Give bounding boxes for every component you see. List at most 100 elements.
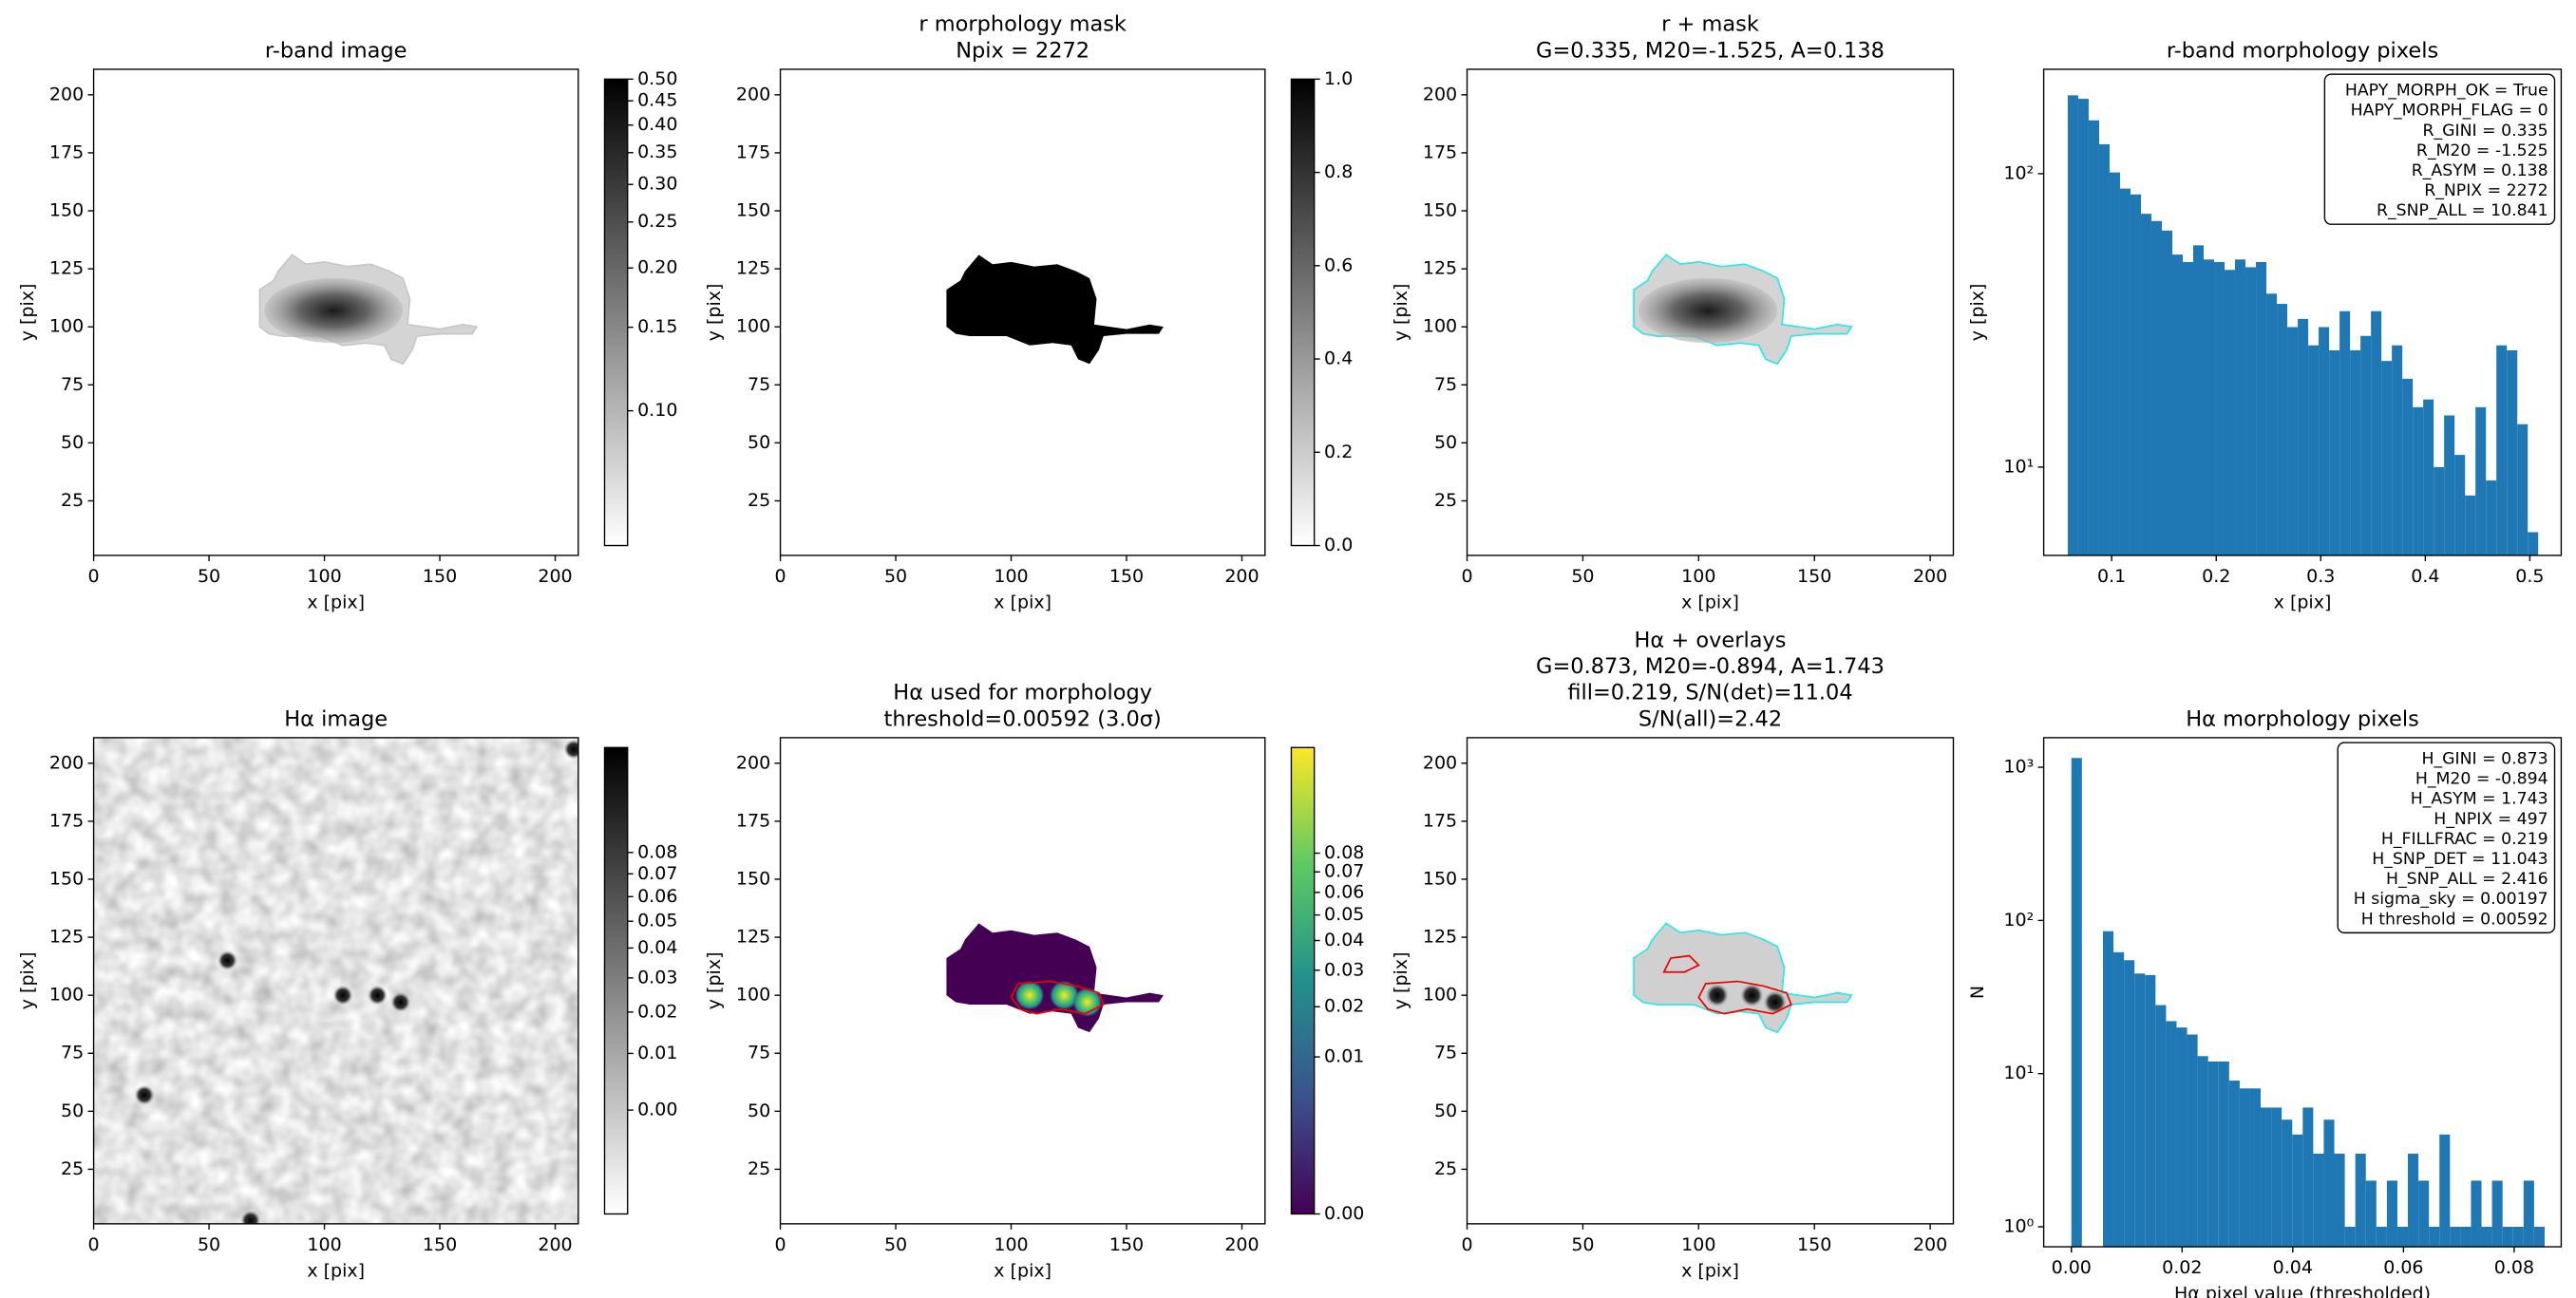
bar (2423, 399, 2434, 555)
threshold-contour (1697, 980, 1792, 1015)
bar (2145, 974, 2156, 1248)
x-tick-label: 100 (307, 566, 341, 587)
bar (2225, 270, 2236, 555)
bar (2207, 1061, 2219, 1248)
x-axis-label: Hα pixel value (thresholded) (2174, 1284, 2431, 1298)
annotation-line: H_SNP_ALL = 2.416 (2386, 870, 2548, 889)
annotation-line: H_ASYM = 1.743 (2411, 790, 2548, 809)
y-tick-label: 175 (1423, 810, 1457, 831)
bar (2302, 1107, 2314, 1248)
bar (2187, 1034, 2198, 1248)
bar (2486, 480, 2497, 555)
annotation-line: H_NPIX = 497 (2434, 810, 2548, 829)
annotation-line: R_ASYM = 0.138 (2412, 161, 2548, 180)
bar (2528, 532, 2539, 555)
y-tick-label: 10⁰ (2003, 1215, 2034, 1236)
bar (2197, 1056, 2208, 1248)
bar (2218, 1061, 2229, 1248)
y-tick-label: 10² (2003, 162, 2034, 183)
x-tick-label: 0 (1461, 1234, 1472, 1255)
bar (2481, 1226, 2492, 1248)
colorbar-tick-label: 0.00 (637, 1100, 677, 1120)
y-tick-label: 75 (1434, 374, 1457, 395)
bar (2402, 378, 2414, 555)
y-tick-label: 150 (736, 868, 770, 889)
x-tick-label: 0.3 (2306, 566, 2335, 587)
bar (2507, 349, 2518, 555)
bar (2413, 406, 2424, 555)
bar (2434, 466, 2445, 555)
panel-title: Hα used for morphology (893, 681, 1152, 705)
annotation-line: R_SNP_ALL = 10.841 (2377, 201, 2548, 220)
colorbar-tick-label: 0.20 (637, 257, 677, 278)
bar (2176, 1027, 2188, 1248)
colorbar-tick-label: 0.06 (1324, 881, 1364, 902)
bar (2067, 95, 2078, 555)
x-tick-label: 0.2 (2202, 566, 2230, 587)
galaxy-core (264, 277, 404, 344)
axes-frame (92, 68, 579, 556)
y-tick-label: 25 (1434, 490, 1457, 511)
bar (2439, 1134, 2451, 1248)
x-tick-label: 0 (88, 566, 100, 587)
bar (2261, 1107, 2272, 1248)
bar (2292, 1134, 2303, 1248)
bar (2533, 1226, 2545, 1248)
y-tick-label: 125 (49, 258, 84, 279)
x-tick-label: 0.5 (2515, 566, 2544, 587)
y-tick-label: 25 (748, 490, 770, 511)
panel-title: S/N(all)=2.42 (1638, 706, 1782, 731)
y-tick-label: 200 (1423, 752, 1457, 773)
y-tick-label: 25 (61, 1158, 84, 1179)
plot-area (946, 254, 1164, 365)
bar (2408, 1154, 2419, 1248)
y-axis-label: N (1967, 986, 1988, 999)
y-tick-label: 50 (61, 1100, 84, 1121)
bar (2249, 1088, 2262, 1248)
x-axis-label: x [pix] (307, 593, 365, 613)
y-tick-label: 150 (49, 868, 84, 889)
y-tick-label: 25 (748, 1158, 770, 1179)
y-tick-label: 50 (1434, 1100, 1457, 1121)
y-tick-label: 175 (49, 141, 84, 162)
y-tick-label: 175 (736, 141, 770, 162)
y-tick-label: 175 (49, 810, 84, 831)
plot-area (946, 923, 1164, 1033)
x-axis-label: x [pix] (994, 593, 1051, 613)
x-tick-label: 50 (198, 1234, 220, 1255)
bar (2166, 1021, 2177, 1248)
y-tick-label: 125 (1423, 258, 1457, 279)
bar (2245, 267, 2257, 555)
y-tick-label: 50 (748, 432, 770, 453)
y-tick-label: 10¹ (2003, 456, 2034, 477)
x-tick-label: 0.06 (2383, 1257, 2423, 1278)
y-tick-label: 150 (1423, 868, 1457, 889)
source (218, 950, 237, 970)
bar (2193, 245, 2205, 555)
bar (2134, 973, 2146, 1248)
bar (2396, 1226, 2409, 1248)
bar (2239, 1088, 2250, 1248)
colorbar (1290, 746, 1316, 1215)
panel-title: r-band image (265, 38, 407, 63)
panel: Hα image x [pix] y [pix] 0.00 0.01 0.02 0.03 0.… (17, 706, 678, 1281)
axes-frame (1466, 68, 1955, 556)
bar (2140, 214, 2151, 555)
bar (2502, 1226, 2513, 1248)
y-tick-label: 125 (1423, 927, 1457, 948)
mask-region (946, 254, 1164, 365)
x-axis-label: x [pix] (307, 1261, 365, 1282)
y-tick-label: 125 (736, 927, 770, 948)
colorbar-tick-label: 0.10 (637, 400, 677, 421)
bar (2155, 1005, 2167, 1248)
bar (2098, 143, 2110, 555)
source (1763, 990, 1787, 1014)
x-tick-label: 100 (1681, 566, 1715, 587)
x-tick-label: 0 (775, 566, 786, 587)
x-tick-label: 50 (884, 1234, 907, 1255)
bar (2418, 1180, 2430, 1248)
y-tick-label: 75 (61, 374, 84, 395)
